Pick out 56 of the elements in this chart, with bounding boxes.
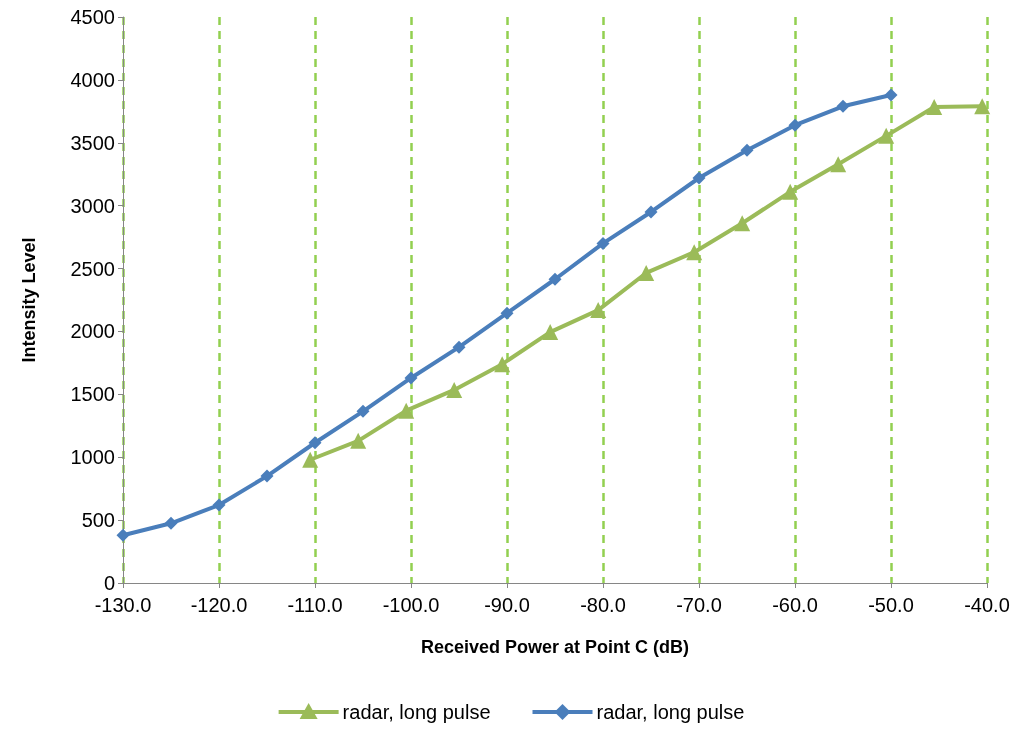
point (836, 99, 850, 113)
point (788, 118, 802, 132)
y-tick-label: 0 (103, 572, 115, 594)
x-tick-label: -110.0 (287, 594, 343, 616)
x-tick-label: -50.0 (868, 594, 914, 616)
y-tick-label: 2500 (70, 257, 115, 280)
point (494, 356, 511, 373)
point (308, 436, 322, 450)
legend-label: radar, long pulse (342, 701, 491, 723)
point (500, 306, 514, 320)
y-tick-label: 3000 (70, 194, 115, 217)
y-tick-label: 2000 (70, 320, 115, 343)
point (692, 171, 706, 185)
point (260, 469, 274, 483)
x-tick-label: -130.0 (94, 594, 152, 616)
x-tick-label: -80.0 (580, 594, 626, 616)
y-tick-label: 4000 (70, 68, 115, 91)
point (302, 451, 319, 468)
point (356, 404, 370, 418)
point (350, 432, 367, 449)
point (398, 402, 415, 419)
x-axis-title: Received Power at Point C (dB) (420, 637, 690, 657)
point (884, 88, 898, 102)
point (782, 183, 799, 200)
y-tick-label: 1000 (70, 446, 115, 469)
legend-label: radar, long pulse (596, 701, 745, 723)
point (164, 516, 178, 530)
point (116, 528, 130, 542)
point (734, 215, 751, 232)
x-tick-label: -60.0 (772, 594, 818, 616)
point (548, 272, 562, 286)
point (404, 371, 418, 385)
y-axis-title: Intensity Level (19, 237, 39, 363)
x-tick-label: -70.0 (676, 594, 722, 616)
point (590, 302, 607, 319)
point (452, 340, 466, 354)
x-tick-label: -120.0 (190, 594, 248, 616)
point (638, 264, 655, 281)
point (926, 98, 943, 115)
y-tick-label: 500 (81, 509, 115, 532)
point (212, 498, 226, 512)
point (830, 156, 847, 173)
x-tick-label: -40.0 (964, 594, 1010, 616)
y-tick-label: 4500 (70, 6, 115, 28)
point (740, 143, 754, 157)
x-tick-label: -90.0 (484, 594, 530, 616)
point (446, 381, 463, 398)
point (644, 205, 658, 219)
y-tick-label: 3500 (70, 131, 115, 154)
point (542, 324, 559, 341)
point (974, 98, 991, 115)
x-tick-label: -100.0 (382, 594, 440, 616)
point (596, 236, 610, 250)
point (878, 127, 895, 144)
point (686, 244, 703, 261)
y-tick-label: 1500 (70, 383, 115, 406)
